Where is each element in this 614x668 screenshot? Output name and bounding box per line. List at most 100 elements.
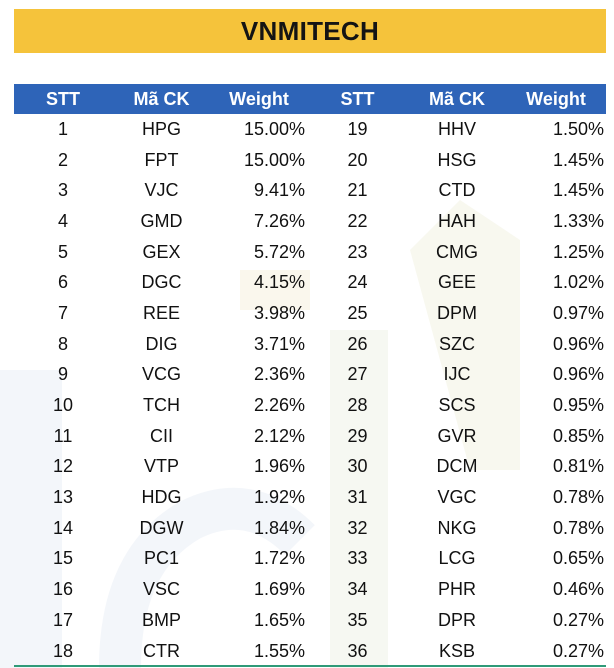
cell-stt: 6 — [57, 272, 68, 293]
cell-stt: 17 — [52, 609, 74, 630]
table-row: 10 TCH 2.26% 28 SCS 0.95% — [14, 390, 606, 421]
cell-ticker: LCG — [438, 548, 476, 569]
cell-ticker: HDG — [141, 487, 182, 508]
cell-ticker: KSB — [438, 640, 476, 661]
cell-weight: 0.27% — [552, 640, 604, 661]
cell-weight: 1.69% — [253, 579, 305, 600]
cell-weight: 4.15% — [253, 272, 305, 293]
cell-ticker: IJC — [443, 364, 471, 385]
cell-ticker: CTR — [143, 640, 180, 661]
cell-stt: 32 — [347, 517, 368, 538]
table-row: 7 REE 3.98% 25 DPM 0.97% — [14, 298, 606, 329]
table-row: 4 GMD 7.26% 22 HAH 1.33% — [14, 206, 606, 237]
cell-ticker: TCH — [143, 395, 180, 416]
cell-weight: 1.02% — [552, 272, 604, 293]
cell-weight: 0.81% — [552, 456, 604, 477]
cell-stt: 10 — [52, 395, 74, 416]
cell-stt: 21 — [347, 180, 368, 201]
cell-stt: 14 — [52, 517, 74, 538]
cell-stt: 24 — [347, 272, 368, 293]
cell-ticker: GEX — [142, 241, 181, 262]
cell-ticker: CII — [149, 425, 173, 446]
header-weight: Weight — [211, 84, 307, 114]
cell-stt: 23 — [347, 241, 368, 262]
cell-ticker: SCS — [438, 395, 476, 416]
cell-stt: 36 — [347, 640, 368, 661]
cell-weight: 1.33% — [552, 210, 604, 231]
table-row: 8 DIG 3.71% 26 SZC 0.96% — [14, 329, 606, 360]
cell-stt: 22 — [347, 210, 368, 231]
cell-ticker: FPT — [144, 149, 179, 170]
cell-stt: 4 — [57, 210, 68, 231]
cell-stt: 25 — [347, 302, 368, 323]
cell-weight: 9.41% — [253, 180, 305, 201]
cell-stt: 27 — [347, 364, 368, 385]
cell-stt: 18 — [52, 640, 74, 661]
cell-stt: 16 — [52, 579, 74, 600]
cell-ticker: HAH — [437, 210, 476, 231]
cell-ticker: VTP — [143, 456, 179, 477]
cell-weight: 15.00% — [243, 118, 305, 139]
cell-ticker: GMD — [140, 210, 183, 231]
title-banner: VNMITECH — [14, 9, 606, 53]
table-row: 1 HPG 15.00% 19 HHV 1.50% — [14, 114, 606, 145]
table-row: 17 BMP 1.65% 35 DPR 0.27% — [14, 605, 606, 636]
cell-stt: 35 — [347, 609, 368, 630]
cell-weight: 1.65% — [253, 609, 305, 630]
cell-ticker: DCM — [436, 456, 478, 477]
cell-ticker: NKG — [437, 517, 477, 538]
header-ma-ck: Mã CK — [408, 84, 506, 114]
cell-weight: 5.72% — [253, 241, 305, 262]
table-row: 6 DGC 4.15% 24 GEE 1.02% — [14, 267, 606, 298]
cell-ticker: DGC — [141, 272, 182, 293]
table-row: 12 VTP 1.96% 30 DCM 0.81% — [14, 452, 606, 483]
cell-ticker: CMG — [436, 241, 478, 262]
cell-stt: 12 — [52, 456, 74, 477]
cell-weight: 0.78% — [552, 517, 604, 538]
cell-stt: 19 — [347, 118, 368, 139]
cell-stt: 33 — [347, 548, 368, 569]
cell-ticker: VGC — [437, 487, 477, 508]
cell-weight: 2.12% — [253, 425, 305, 446]
cell-stt: 30 — [347, 456, 368, 477]
cell-ticker: VSC — [142, 579, 180, 600]
table-row: 18 CTR 1.55% 36 KSB 0.27% — [14, 636, 606, 667]
cell-weight: 0.65% — [552, 548, 604, 569]
cell-stt: 5 — [57, 241, 68, 262]
cell-weight: 2.36% — [253, 364, 305, 385]
cell-stt: 20 — [347, 149, 368, 170]
header-row: STT Mã CK Weight STT Mã CK Weight — [14, 84, 606, 114]
cell-ticker: DPM — [437, 302, 477, 323]
cell-weight: 0.46% — [552, 579, 604, 600]
cell-weight: 0.96% — [552, 333, 604, 354]
cell-weight: 1.55% — [253, 640, 305, 661]
cell-ticker: SZC — [439, 333, 475, 354]
cell-stt: 2 — [57, 149, 68, 170]
cell-ticker: DIG — [145, 333, 178, 354]
table-row: 5 GEX 5.72% 23 CMG 1.25% — [14, 237, 606, 268]
cell-weight: 0.85% — [552, 425, 604, 446]
table-row: 15 PC1 1.72% 33 LCG 0.65% — [14, 544, 606, 575]
cell-weight: 0.95% — [552, 395, 604, 416]
table-row: 2 FPT 15.00% 20 HSG 1.45% — [14, 145, 606, 176]
cell-stt: 3 — [57, 180, 68, 201]
cell-stt: 15 — [52, 548, 74, 569]
cell-stt: 8 — [57, 333, 68, 354]
cell-ticker: PC1 — [143, 548, 179, 569]
cell-stt: 31 — [347, 487, 368, 508]
cell-ticker: DGW — [139, 517, 184, 538]
cell-ticker: REE — [142, 302, 180, 323]
cell-weight: 1.45% — [552, 149, 604, 170]
cell-stt: 28 — [347, 395, 368, 416]
cell-ticker: VCG — [141, 364, 181, 385]
table-row: 3 VJC 9.41% 21 CTD 1.45% — [14, 175, 606, 206]
cell-weight: 1.72% — [253, 548, 305, 569]
cell-weight: 15.00% — [243, 149, 305, 170]
cell-ticker: DPR — [437, 609, 476, 630]
header-stt: STT — [14, 84, 112, 114]
cell-weight: 1.50% — [552, 118, 604, 139]
cell-weight: 3.71% — [253, 333, 305, 354]
cell-ticker: CTD — [438, 180, 476, 201]
cell-stt: 13 — [52, 487, 74, 508]
table-row: 14 DGW 1.84% 32 NKG 0.78% — [14, 513, 606, 544]
